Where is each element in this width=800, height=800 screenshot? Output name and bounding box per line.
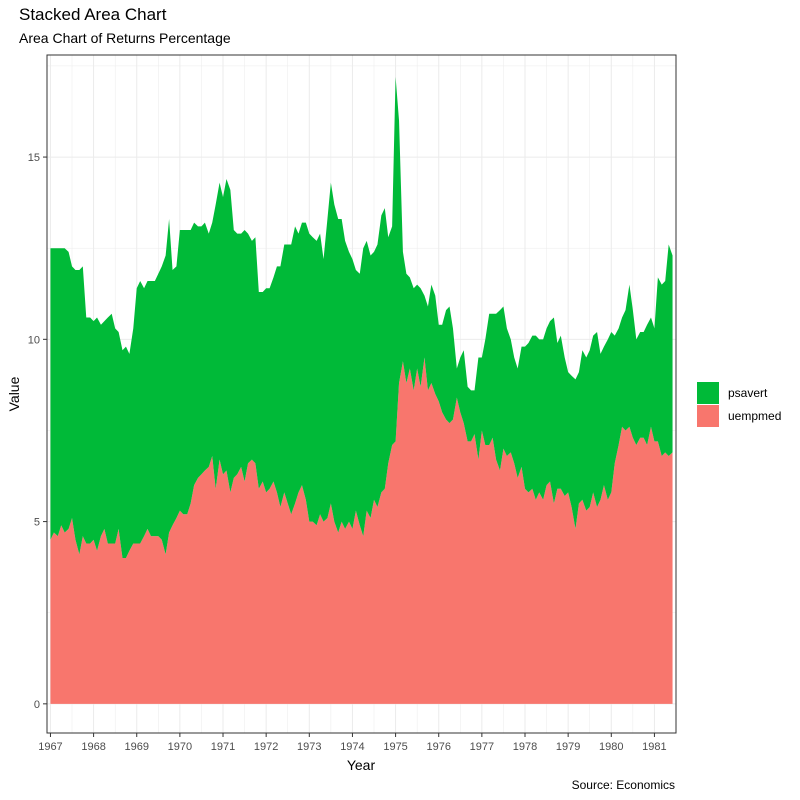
x-tick-label: 1977 [470,741,494,753]
area-series-psavert [50,76,673,559]
x-tick-label: 1972 [254,741,278,753]
x-tick-label: 1980 [599,741,623,753]
y-tick-label: 10 [28,334,40,346]
x-tick-label: 1981 [642,741,666,753]
legend-key-uempmed [697,405,719,427]
legend: psavert uempmed [697,382,781,427]
x-axis-title: Year [347,757,376,773]
area-layer [50,76,673,704]
y-axis-title: Value [6,376,22,411]
x-tick-label: 1968 [81,741,105,753]
legend-label-uempmed: uempmed [728,409,781,423]
y-tick-label: 5 [34,517,40,529]
chart-caption: Source: Economics [571,778,675,792]
x-tick-label: 1970 [168,741,192,753]
x-tick-label: 1975 [383,741,407,753]
area-series-uempmed [50,357,673,704]
x-axis: 1967 1968 1969 1970 1971 1972 1973 1974 1975 1976… [38,733,667,753]
x-tick-label: 1967 [38,741,62,753]
x-tick-label: 1969 [124,741,148,753]
x-tick-label: 1978 [513,741,537,753]
panel-border [46,54,677,734]
x-tick-label: 1971 [211,741,235,753]
x-tick-label: 1973 [297,741,321,753]
x-tick-label: 1974 [340,741,364,753]
chart-title: Stacked Area Chart [19,5,167,24]
x-tick-label: 1976 [426,741,450,753]
legend-label-psavert: psavert [728,386,768,400]
y-tick-label: 15 [28,152,40,164]
legend-key-psavert [697,382,719,404]
y-tick-label: 0 [34,699,40,711]
chart-subtitle: Area Chart of Returns Percentage [19,30,231,46]
y-axis: 0 5 10 15 [28,152,47,711]
x-tick-label: 1979 [556,741,580,753]
